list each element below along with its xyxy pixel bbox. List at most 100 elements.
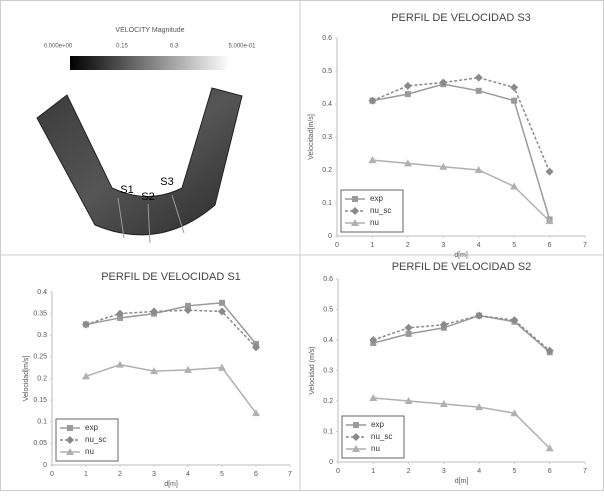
- marker: [510, 84, 518, 92]
- marker: [353, 422, 359, 428]
- legend-label: nu_sc: [370, 206, 391, 215]
- colorbar-tick: 0.3: [170, 44, 179, 50]
- colorbar-tick: 5.000e-01: [228, 44, 256, 50]
- y-tick-label: 0.35: [33, 310, 47, 317]
- marker: [368, 156, 376, 163]
- y-tick-label: 0.1: [322, 200, 332, 207]
- legend-label: nu: [371, 444, 380, 453]
- y-tick-label: 0.4: [323, 337, 333, 344]
- y-tick-label: 0: [329, 459, 333, 466]
- section-label: S1: [120, 184, 133, 196]
- line-chart: PERFIL DE VELOCIDAD S1 0 0.05 0.1 0.15 0.2 0.2…: [23, 271, 292, 488]
- chart-title: PERFIL DE VELOCIDAD S3: [391, 12, 531, 24]
- marker: [475, 74, 483, 82]
- legend-label: nu_sc: [371, 432, 392, 441]
- x-tick-label: 7: [583, 468, 587, 475]
- y-tick-label: 0.4: [37, 289, 47, 296]
- y-tick-label: 0.3: [37, 332, 47, 339]
- x-tick-label: 5: [220, 471, 224, 478]
- y-tick-label: 0.1: [323, 428, 333, 435]
- marker: [476, 88, 482, 94]
- legend-label: nu_sc: [85, 435, 106, 444]
- marker: [404, 82, 412, 90]
- y-tick-label: 0.3: [323, 367, 333, 374]
- marker: [219, 300, 225, 306]
- y-tick-label: 0.05: [33, 440, 47, 447]
- marker: [67, 425, 73, 431]
- cfd-figure: VELOCITY Magnitude 0.000e+00 0.15 0.3 5.…: [37, 27, 256, 243]
- x-tick-label: 2: [407, 468, 411, 475]
- section-label: S2: [141, 191, 154, 203]
- x-axis-label: d[m]: [455, 478, 469, 485]
- x-tick-label: 4: [477, 468, 481, 475]
- y-tick-label: 0.2: [37, 375, 47, 382]
- x-tick-label: 7: [583, 242, 587, 249]
- x-tick-label: 0: [336, 468, 340, 475]
- x-tick-label: 6: [548, 468, 552, 475]
- colorbar-tick: 0.000e+00: [44, 44, 73, 50]
- chart-title: PERFIL DE VELOCIDAD S1: [101, 271, 241, 283]
- marker: [405, 324, 413, 332]
- chart-title: PERFIL DE VELOCIDAD S2: [392, 261, 532, 273]
- x-tick-label: 4: [477, 242, 481, 249]
- x-tick-label: 1: [371, 468, 375, 475]
- series-line: [86, 365, 256, 413]
- legend: exp nu_scnu: [56, 419, 118, 461]
- y-axis-label: Velocidad[m/s]: [308, 114, 315, 160]
- y-tick-label: 0.2: [322, 167, 332, 174]
- x-tick-label: 0: [335, 242, 339, 249]
- series-line: [86, 310, 256, 347]
- y-tick-label: 0.3: [322, 134, 332, 141]
- x-tick-label: 1: [370, 242, 374, 249]
- colorbar: [70, 56, 230, 70]
- y-tick-label: 0.2: [323, 398, 333, 405]
- x-tick-label: 3: [152, 471, 156, 478]
- legend-label: exp: [85, 423, 98, 432]
- y-tick-label: 0.6: [323, 276, 333, 283]
- y-tick-label: 0.15: [33, 397, 47, 404]
- legend-label: nu: [370, 218, 379, 227]
- colorbar-tick: 0.15: [116, 44, 128, 50]
- marker: [352, 196, 358, 202]
- series-line: [373, 316, 549, 353]
- colorbar-title: VELOCITY Magnitude: [115, 27, 184, 34]
- figure-page: VELOCITY Magnitude 0.000e+00 0.15 0.3 5.…: [0, 0, 604, 491]
- channel: [37, 88, 242, 235]
- x-tick-label: 5: [512, 242, 516, 249]
- x-tick-label: 6: [254, 471, 258, 478]
- y-tick-label: 0.4: [322, 101, 332, 108]
- legend-label: exp: [370, 194, 383, 203]
- section-label: S3: [160, 176, 173, 188]
- x-tick-label: 3: [441, 242, 445, 249]
- marker: [405, 91, 411, 97]
- x-axis-label: d[m]: [164, 481, 178, 488]
- x-tick-label: 7: [288, 471, 292, 478]
- marker: [116, 361, 124, 368]
- marker: [546, 168, 554, 176]
- y-tick-label: 0: [328, 233, 332, 240]
- y-tick-label: 0.5: [322, 68, 332, 75]
- x-tick-label: 2: [118, 471, 122, 478]
- y-tick-label: 0.6: [322, 35, 332, 42]
- series-line: [373, 316, 549, 351]
- y-tick-label: 0: [43, 462, 47, 469]
- y-tick-label: 0.1: [37, 419, 47, 426]
- x-tick-label: 5: [512, 468, 516, 475]
- series-line: [372, 78, 549, 172]
- series-line: [86, 303, 256, 344]
- x-tick-label: 1: [84, 471, 88, 478]
- x-tick-label: 0: [50, 471, 54, 478]
- y-tick-label: 0.5: [323, 306, 333, 313]
- x-tick-label: 2: [406, 242, 410, 249]
- x-axis-label: d[m]: [454, 252, 468, 259]
- legend-label: exp: [371, 420, 384, 429]
- legend-label: nu: [85, 447, 94, 456]
- line-chart: PERFIL DE VELOCIDAD S2 0 0.1 0.2 0.3 0.4 0.5 0.…: [309, 261, 587, 485]
- x-tick-label: 3: [442, 468, 446, 475]
- marker: [511, 98, 517, 104]
- x-tick-label: 6: [548, 242, 552, 249]
- y-axis-label: Velocidad[m/s]: [23, 356, 30, 402]
- y-tick-label: 0.25: [33, 354, 47, 361]
